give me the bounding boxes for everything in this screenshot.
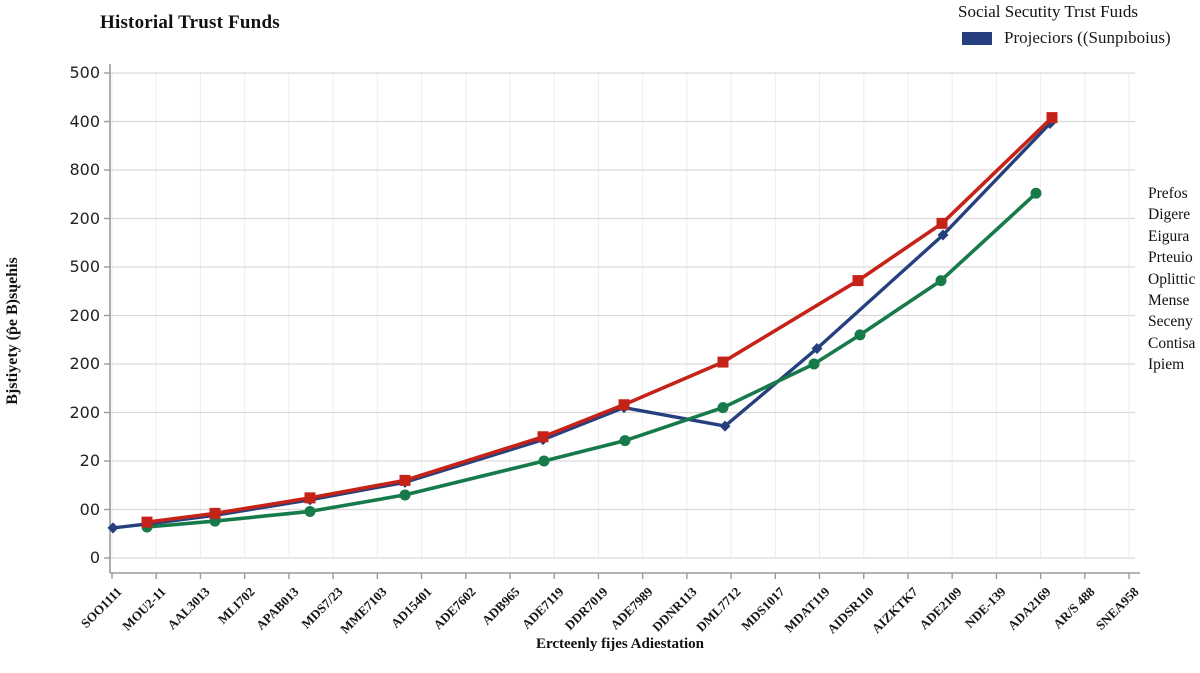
y-tick-label: 20 <box>79 451 100 470</box>
marker-circle <box>619 435 631 447</box>
marker-square <box>304 492 316 504</box>
side-annotation-item: Prefos <box>1148 185 1188 202</box>
marker-circle <box>717 402 729 414</box>
chart-figure: Historial Trust Funds Social Secutity Tr… <box>4 2 1200 652</box>
y-tick-label: 200 <box>69 354 100 373</box>
side-annotation-item: Digere <box>1148 206 1191 224</box>
marker-square <box>717 356 729 368</box>
marker-diamond <box>811 342 823 354</box>
x-axis-title: Ercteenly fijes Adiestation <box>535 636 705 652</box>
marker-diamond <box>107 522 119 534</box>
marker-circle <box>854 329 866 341</box>
y-tick-label: 200 <box>69 402 100 422</box>
y-tick-label: 0 <box>89 548 100 567</box>
marker-circle <box>808 358 820 370</box>
legend-swatch <box>962 31 992 45</box>
marker-square <box>537 431 549 443</box>
marker-square <box>141 516 153 528</box>
side-annotation-item: Mense <box>1148 292 1190 310</box>
side-annotations: Prefos Digere Eigura Prteuio Oplittic Mense Se… <box>1148 183 1200 376</box>
series-line-navy <box>111 121 1052 530</box>
side-annotation-item: Contisa <box>1148 334 1196 352</box>
y-tick-label: 200 <box>69 305 100 325</box>
y-tick-label: 500 <box>69 257 100 276</box>
marker-circle <box>538 455 550 467</box>
side-annotation-item: Eigura <box>1148 227 1190 245</box>
chart-title: Historial Trust Funds <box>100 12 280 33</box>
y-tick-label: 00 <box>79 499 100 519</box>
legend-title: Social Secutity Trıst Fuıds <box>958 2 1138 21</box>
marker-square <box>936 217 948 229</box>
marker-circle <box>304 505 316 517</box>
marker-circle <box>1030 187 1042 199</box>
side-annotation-item: Prteuio <box>1148 249 1193 267</box>
y-tick-label: 500 <box>69 63 100 82</box>
chart-svg <box>104 64 1140 579</box>
marker-circle <box>935 275 947 287</box>
side-annotation-item: Oplittic <box>1148 270 1196 288</box>
side-annotation-item: Seceny <box>1148 313 1193 331</box>
y-tick-label: 200 <box>69 208 100 228</box>
legend-item-label: Projeciors ((Sunpıboius) <box>1004 28 1171 47</box>
marker-square <box>399 474 411 486</box>
marker-square <box>209 507 221 519</box>
y-tick-label: 400 <box>69 111 100 131</box>
series-line-red <box>145 115 1054 524</box>
legend-item: Projeciors ((Sunpıboius) <box>962 28 1188 48</box>
marker-square <box>1046 112 1058 124</box>
legend: Social Secutity Trıst Fuıds Projeciors (… <box>958 2 1188 48</box>
y-tick-label: 800 <box>69 160 100 179</box>
marker-diamond <box>719 420 731 432</box>
marker-circle <box>399 489 411 501</box>
marker-square <box>618 399 630 411</box>
side-annotation-item: Ipiem <box>1148 356 1185 374</box>
marker-square <box>852 275 864 287</box>
series-line-green <box>145 191 1038 529</box>
